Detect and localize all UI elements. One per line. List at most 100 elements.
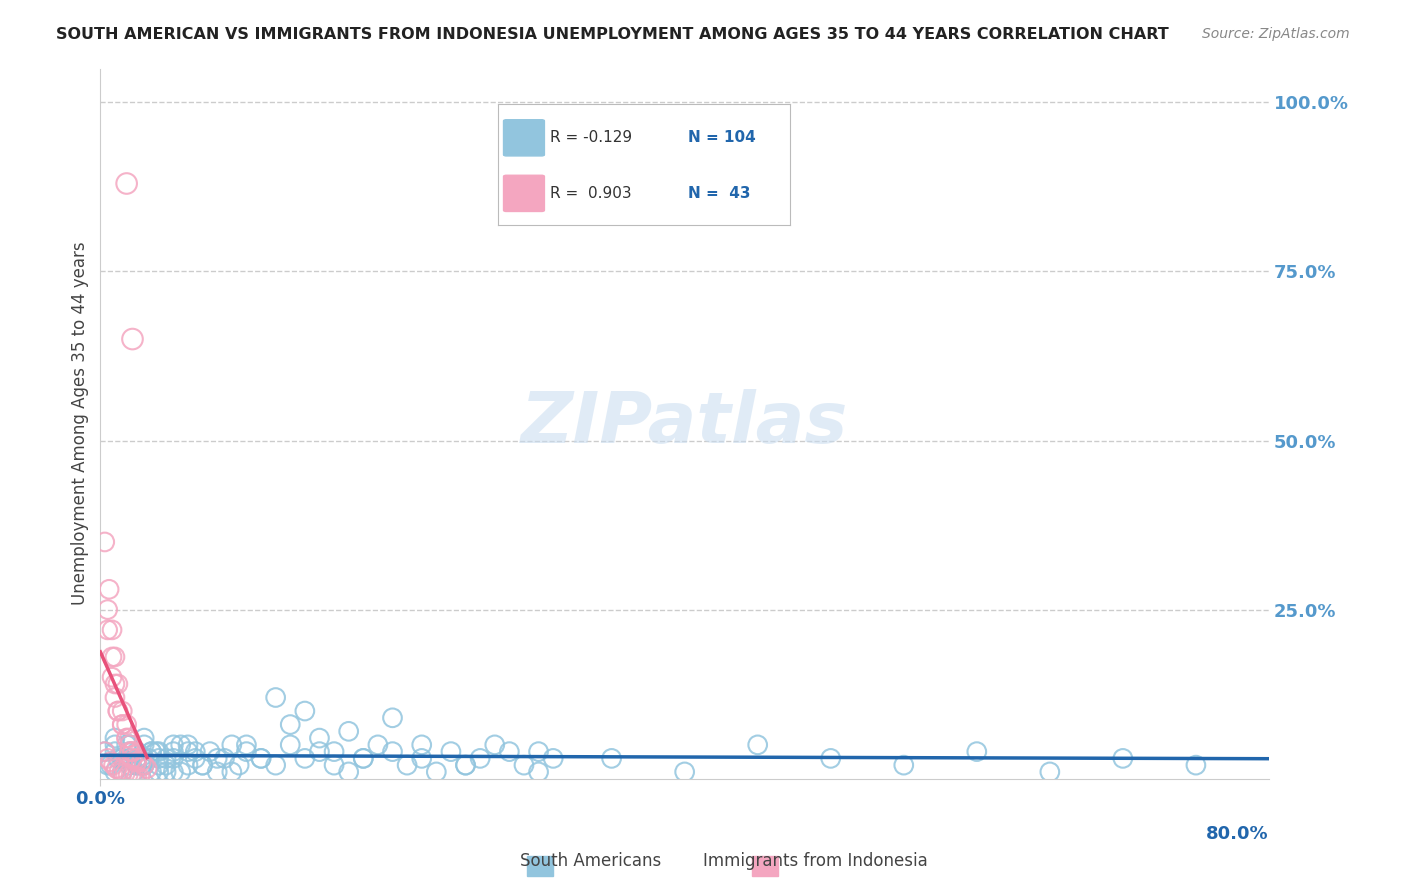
- Point: [541, 751, 564, 765]
- Point: [162, 738, 184, 752]
- Point: [122, 764, 145, 779]
- Point: [104, 690, 127, 705]
- Point: [138, 751, 160, 765]
- Point: [118, 731, 141, 745]
- Point: [177, 758, 200, 772]
- Y-axis label: Unemployment Among Ages 35 to 44 years: Unemployment Among Ages 35 to 44 years: [72, 242, 89, 606]
- Point: [600, 751, 623, 765]
- Point: [294, 751, 316, 765]
- Point: [93, 745, 115, 759]
- Point: [396, 758, 419, 772]
- Point: [308, 731, 330, 745]
- Point: [115, 731, 138, 745]
- Point: [101, 649, 124, 664]
- Point: [820, 751, 842, 765]
- Point: [121, 751, 143, 765]
- Point: [250, 751, 273, 765]
- Point: [513, 758, 536, 772]
- Point: [122, 769, 145, 783]
- Point: [162, 751, 184, 765]
- Point: [498, 745, 520, 759]
- Point: [228, 758, 250, 772]
- Point: [105, 762, 128, 776]
- Point: [673, 764, 696, 779]
- Point: [191, 758, 214, 772]
- Point: [115, 717, 138, 731]
- Text: SOUTH AMERICAN VS IMMIGRANTS FROM INDONESIA UNEMPLOYMENT AMONG AGES 35 TO 44 YEA: SOUTH AMERICAN VS IMMIGRANTS FROM INDONE…: [56, 27, 1168, 42]
- Point: [134, 758, 156, 772]
- Point: [148, 745, 170, 759]
- Point: [97, 751, 120, 765]
- Text: South Americans: South Americans: [520, 852, 661, 870]
- Point: [278, 738, 301, 752]
- Point: [98, 582, 121, 597]
- Point: [141, 745, 163, 759]
- Point: [121, 745, 143, 759]
- Point: [111, 717, 134, 731]
- Point: [155, 758, 177, 772]
- Point: [125, 755, 148, 769]
- Point: [205, 764, 228, 779]
- Point: [323, 745, 346, 759]
- Point: [337, 764, 360, 779]
- Point: [93, 745, 115, 759]
- Point: [352, 751, 374, 765]
- Point: [148, 764, 170, 779]
- Point: [294, 704, 316, 718]
- Point: [177, 738, 200, 752]
- Point: [162, 745, 184, 759]
- Point: [381, 711, 404, 725]
- Point: [134, 758, 156, 772]
- Point: [117, 767, 139, 781]
- Point: [101, 623, 124, 637]
- Point: [966, 745, 988, 759]
- Point: [93, 535, 115, 549]
- Point: [125, 745, 148, 759]
- Text: Source: ZipAtlas.com: Source: ZipAtlas.com: [1202, 27, 1350, 41]
- Point: [125, 770, 148, 784]
- Point: [170, 738, 193, 752]
- Point: [125, 758, 148, 772]
- Point: [148, 758, 170, 772]
- Point: [118, 751, 141, 765]
- Point: [111, 764, 134, 779]
- Point: [118, 738, 141, 752]
- Point: [170, 764, 193, 779]
- Point: [134, 738, 156, 752]
- Point: [104, 738, 127, 752]
- Point: [308, 745, 330, 759]
- Point: [107, 704, 129, 718]
- Point: [120, 768, 142, 782]
- Point: [115, 177, 138, 191]
- Point: [893, 758, 915, 772]
- Point: [1185, 758, 1208, 772]
- Point: [198, 745, 221, 759]
- Point: [118, 745, 141, 759]
- Point: [104, 677, 127, 691]
- Point: [115, 731, 138, 745]
- Point: [141, 745, 163, 759]
- Point: [134, 751, 156, 765]
- Point: [111, 717, 134, 731]
- Point: [104, 649, 127, 664]
- Point: [104, 731, 127, 745]
- Point: [1039, 764, 1062, 779]
- Point: [278, 717, 301, 731]
- Point: [118, 738, 141, 752]
- Point: [148, 751, 170, 765]
- Point: [205, 751, 228, 765]
- Point: [141, 764, 163, 779]
- Point: [118, 738, 141, 752]
- Point: [104, 764, 127, 779]
- Point: [184, 751, 207, 765]
- Point: [114, 766, 136, 780]
- Point: [155, 764, 177, 779]
- Point: [108, 764, 131, 778]
- Point: [323, 758, 346, 772]
- Point: [454, 758, 477, 772]
- Point: [221, 738, 243, 752]
- Point: [97, 602, 120, 616]
- Point: [97, 758, 120, 772]
- Point: [118, 758, 141, 772]
- Point: [191, 758, 214, 772]
